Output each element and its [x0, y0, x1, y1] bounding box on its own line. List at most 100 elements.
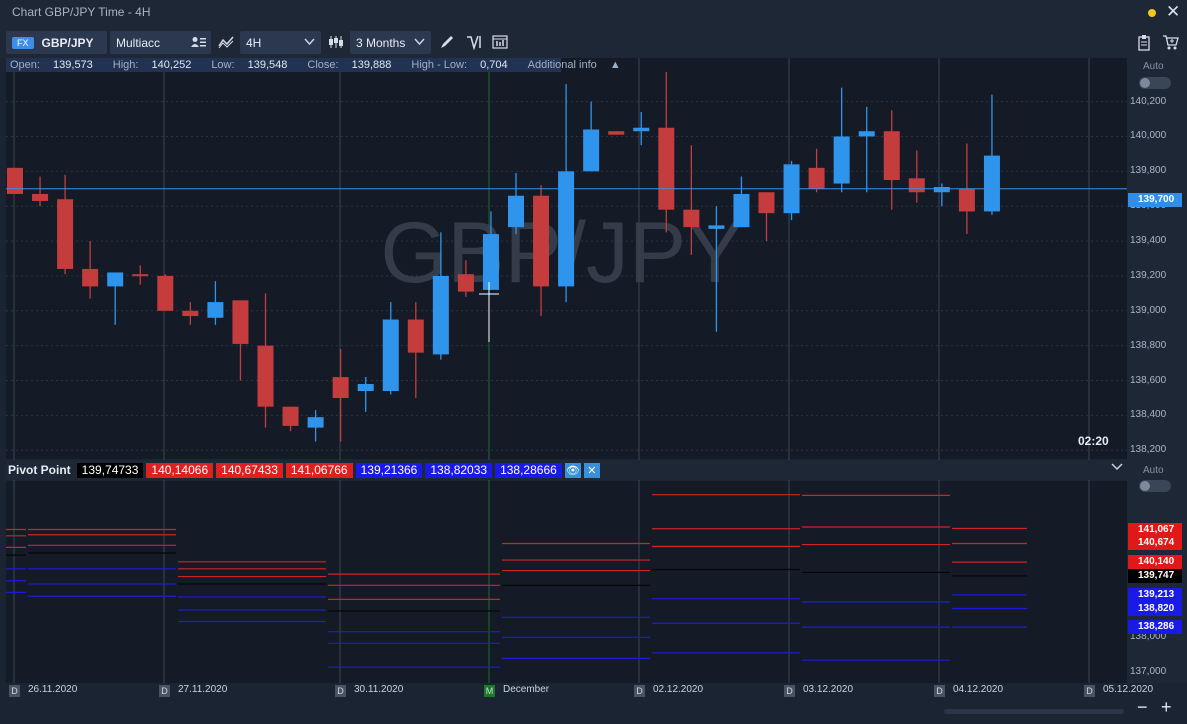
pivot-r3-value: 141,06766 [285, 462, 353, 478]
pivot-auto-label: Auto [1143, 465, 1164, 476]
date-axis-background [0, 683, 1187, 724]
pivot-s3-value: 138,28666 [495, 462, 562, 478]
price-tick-label: 139,200 [1130, 269, 1167, 281]
additional-info-toggle[interactable]: Additional info ▲ [528, 59, 631, 71]
chevron-up-icon: ▲ [609, 59, 621, 71]
collapse-chevron-icon[interactable] [1111, 462, 1123, 472]
candle-body [958, 188, 975, 212]
date-badge: D [159, 685, 170, 697]
current-price-tag: 139,700 [1128, 193, 1182, 207]
candle-body [57, 199, 74, 269]
pencil-icon[interactable] [436, 31, 458, 53]
auto-scale-label: Auto [1143, 61, 1164, 72]
candle-body [708, 225, 725, 229]
date-label: 30.11.2020 [354, 684, 404, 695]
close-label: Close: [307, 59, 339, 71]
date-label: 03.12.2020 [803, 684, 854, 695]
close-icon[interactable]: ✕ [1166, 2, 1181, 21]
high-value: 140,252 [151, 59, 192, 71]
candle-body [432, 275, 449, 355]
pivot-panel-background [6, 481, 1127, 683]
pivot-price-tag: 139,213 [1128, 587, 1182, 602]
date-badge: D [784, 685, 795, 697]
status-dot-icon [1148, 9, 1156, 17]
candle-body [658, 127, 675, 210]
chart-settings-icon[interactable] [489, 31, 511, 53]
pivot-s2-value: 138,82033 [425, 462, 493, 478]
candle-body [282, 406, 299, 426]
instrument-selector[interactable]: FX GBP/JPY [6, 31, 107, 54]
candle-body [858, 131, 875, 137]
candlestick-icon[interactable] [325, 31, 347, 53]
candle-body [683, 209, 700, 228]
zoom-out-icon[interactable]: − [1137, 697, 1148, 717]
high-low-label: High - Low: [411, 59, 468, 71]
price-tick-label: 138,200 [1130, 444, 1167, 456]
clipboard-icon[interactable] [1133, 31, 1155, 53]
date-label: 04.12.2020 [953, 684, 1004, 695]
price-tick-label: 138,800 [1130, 339, 1167, 351]
date-badge: M [484, 685, 495, 697]
high-low-value: 0,704 [480, 59, 508, 71]
chevron-down-icon [304, 38, 315, 46]
low-value: 139,548 [247, 59, 288, 71]
range-dropdown[interactable]: 3 Months [350, 31, 431, 54]
price-tick-label: 138,400 [1130, 409, 1167, 421]
high-label: High: [112, 59, 139, 71]
indicator-icon[interactable] [463, 31, 485, 53]
zoom-in-icon[interactable]: + [1161, 697, 1172, 717]
close-value: 139,888 [351, 59, 392, 71]
timeframe-dropdown[interactable]: 4H [240, 31, 321, 54]
pivot-price-tag: 140,140 [1128, 555, 1182, 570]
candle-body [357, 384, 374, 392]
pivot-s1-value: 139,21366 [355, 462, 423, 478]
candle-body [82, 268, 99, 287]
chart-type-line-icon[interactable] [215, 31, 237, 53]
date-badge: D [634, 685, 645, 697]
chevron-down-icon [414, 38, 425, 46]
candle-body [482, 234, 499, 290]
title-bar: Chart GBP/JPY Time - 4H ✕ [0, 0, 1187, 26]
date-label: December [503, 684, 550, 695]
candle-timer: 02:20 [1078, 434, 1109, 448]
candle-body [758, 192, 775, 214]
pivot-price-tag: 140,674 [1128, 536, 1182, 551]
candle-body [132, 274, 149, 277]
date-badge: D [1084, 685, 1095, 697]
price-tick-label: 140,000 [1130, 130, 1167, 142]
candle-body [232, 300, 249, 344]
instrument-label: GBP/JPY [41, 35, 94, 50]
candle-body [7, 167, 23, 194]
date-badge: D [934, 685, 945, 697]
candle-body [382, 319, 399, 392]
date-label: 27.11.2020 [178, 684, 228, 695]
eye-icon[interactable]: 👁 [564, 462, 581, 478]
cart-icon[interactable] [1159, 31, 1181, 53]
range-value: 3 Months [356, 35, 406, 50]
horizontal-scrollbar[interactable] [944, 709, 1124, 714]
candle-body [808, 167, 825, 189]
candle-body [407, 319, 424, 353]
pivot-axis-label: 138,000 [1130, 631, 1167, 643]
candle-body [508, 195, 524, 228]
pivot-auto-toggle[interactable] [1139, 480, 1171, 492]
candle-body [107, 272, 124, 287]
pivot-price-tag: 139,747 [1128, 568, 1182, 583]
candle-body [307, 417, 324, 428]
candle-body [533, 195, 550, 287]
candle-body [257, 345, 274, 407]
date-label: 05.12.2020 [1103, 684, 1154, 695]
candle-body [608, 131, 625, 135]
price-tick-label: 138,600 [1130, 374, 1167, 386]
auto-scale-toggle[interactable] [1139, 77, 1171, 89]
remove-indicator-icon[interactable]: ✕ [583, 462, 600, 478]
additional-info-label: Additional info [527, 59, 597, 71]
date-badge: D [9, 685, 20, 697]
candle-body [157, 275, 174, 311]
pivot-pp-value: 139,74733 [76, 462, 144, 478]
candle-body [733, 193, 750, 228]
account-selector[interactable]: Multiacc [110, 31, 211, 54]
candle-body [883, 131, 900, 181]
date-label: 02.12.2020 [653, 684, 704, 695]
